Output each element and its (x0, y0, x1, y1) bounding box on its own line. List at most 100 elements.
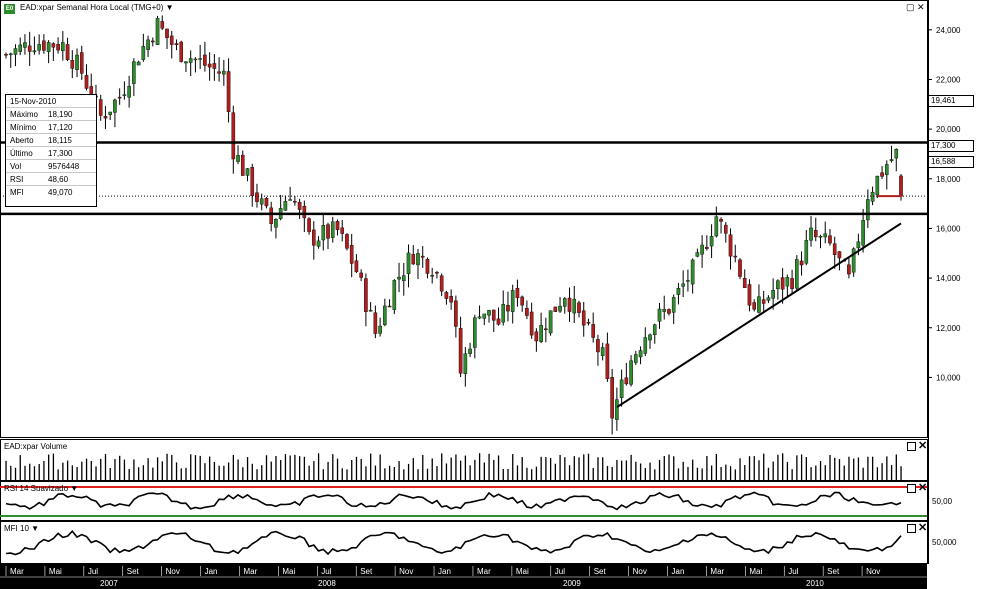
volume-bar (796, 455, 798, 480)
candle-body (482, 313, 487, 319)
volume-bar (876, 467, 879, 480)
volume-bar (843, 465, 845, 480)
volume-bar (824, 465, 826, 480)
candle-body (51, 43, 56, 48)
candle-body (326, 224, 330, 239)
price-axis[interactable] (928, 0, 1000, 564)
candle-body (723, 224, 728, 234)
volume-maximize-button[interactable] (907, 442, 916, 451)
month-tick-label: Jul (555, 567, 565, 576)
candle-body (65, 44, 70, 60)
candle-body (312, 229, 316, 246)
volume-bar (242, 467, 244, 480)
candle-body (136, 61, 141, 66)
candle-body (619, 379, 624, 398)
volume-bar (900, 466, 902, 480)
volume-bar (682, 461, 684, 480)
mfi-maximize-button[interactable] (907, 524, 916, 533)
rsi-maximize-button[interactable] (907, 484, 916, 493)
volume-bar (621, 460, 623, 480)
volume-bar (829, 454, 831, 480)
month-tick-label: Jul (321, 567, 331, 576)
volume-bar (398, 461, 400, 480)
month-tick-label: Nov (633, 567, 647, 576)
candle-body (667, 309, 671, 314)
candle-body (75, 54, 79, 70)
volume-bar (583, 454, 585, 480)
candle-body (321, 225, 326, 241)
candle-body (586, 322, 591, 324)
candle-body (572, 298, 577, 314)
candle-body (771, 290, 775, 299)
chart-title[interactable]: EAD:xpar Semanal Hora Local (TMG+0) ▼ (20, 3, 174, 12)
volume-bar (819, 461, 822, 480)
candle-body (207, 63, 212, 68)
volume-bar (209, 456, 211, 480)
volume-bar (223, 465, 225, 480)
candle-body (719, 218, 723, 222)
candle-body (364, 278, 368, 312)
candle-body (340, 227, 345, 234)
volume-bar (881, 463, 883, 480)
candle-body (4, 53, 8, 56)
info-row: 15-Nov-2010 (6, 95, 96, 108)
rsi-close-icon[interactable]: ✕ (918, 482, 928, 494)
volume-panel-title[interactable]: EAD:xpar Volume (4, 442, 68, 451)
candle-body (468, 348, 472, 354)
info-label: Máximo (10, 110, 39, 119)
volume-bar (767, 467, 770, 480)
rsi-axis-tick: 50,00 (932, 497, 953, 506)
volume-bar (417, 469, 419, 480)
candle-body (780, 277, 785, 290)
candle-body (37, 44, 41, 51)
candle-body (226, 71, 231, 112)
volume-bar (426, 468, 429, 480)
candle-body (349, 244, 354, 264)
candle-body (435, 272, 439, 274)
volume-bar (786, 461, 789, 480)
restore-button[interactable]: ▢ (906, 2, 915, 12)
candle-body (856, 241, 861, 249)
volume-bar (488, 453, 490, 480)
info-value: 18,115 (48, 136, 72, 145)
app-icon[interactable]: E0 (4, 4, 15, 14)
volume-bar (649, 462, 651, 480)
candle-body (477, 316, 482, 319)
volume-bar (441, 453, 443, 480)
volume-bar (848, 456, 850, 480)
volume-bar (194, 455, 197, 480)
volume-bar (190, 454, 192, 480)
volume-bar (137, 467, 140, 480)
info-row: Aberto 18,115 (6, 134, 96, 147)
volume-bar (578, 457, 580, 480)
volume-close-icon[interactable]: ✕ (918, 440, 928, 452)
volume-bar (895, 454, 897, 480)
mfi-panel-title[interactable]: MFI 10 ▼ (4, 524, 40, 533)
candle-body (676, 288, 681, 295)
candle-body (766, 297, 771, 301)
month-tick-label: Nov (399, 567, 413, 576)
info-label: Vol (10, 162, 22, 171)
mfi-close-icon[interactable]: ✕ (918, 522, 928, 534)
candle-body (880, 172, 884, 177)
candle-body (297, 202, 302, 210)
month-tick-label: Set (127, 567, 140, 576)
close-icon[interactable]: ✕ (917, 2, 925, 12)
info-label: MFI (10, 188, 24, 197)
volume-bar (805, 457, 807, 480)
volume-bar (436, 466, 438, 480)
volume-bar (327, 461, 329, 480)
volume-bar (483, 462, 485, 480)
volume-bar (246, 457, 249, 480)
month-tick-label: Mai (49, 567, 62, 576)
volume-bar (166, 453, 168, 480)
volume-bar (464, 455, 467, 480)
candle-body (600, 347, 605, 356)
volume-bar (76, 467, 78, 480)
volume-bar (251, 463, 253, 480)
volume-bar (526, 467, 528, 480)
candle-body (132, 61, 136, 84)
rsi-panel-title[interactable]: RSI 14 Suavizado ▼ (4, 484, 79, 493)
candle-body (198, 58, 202, 60)
